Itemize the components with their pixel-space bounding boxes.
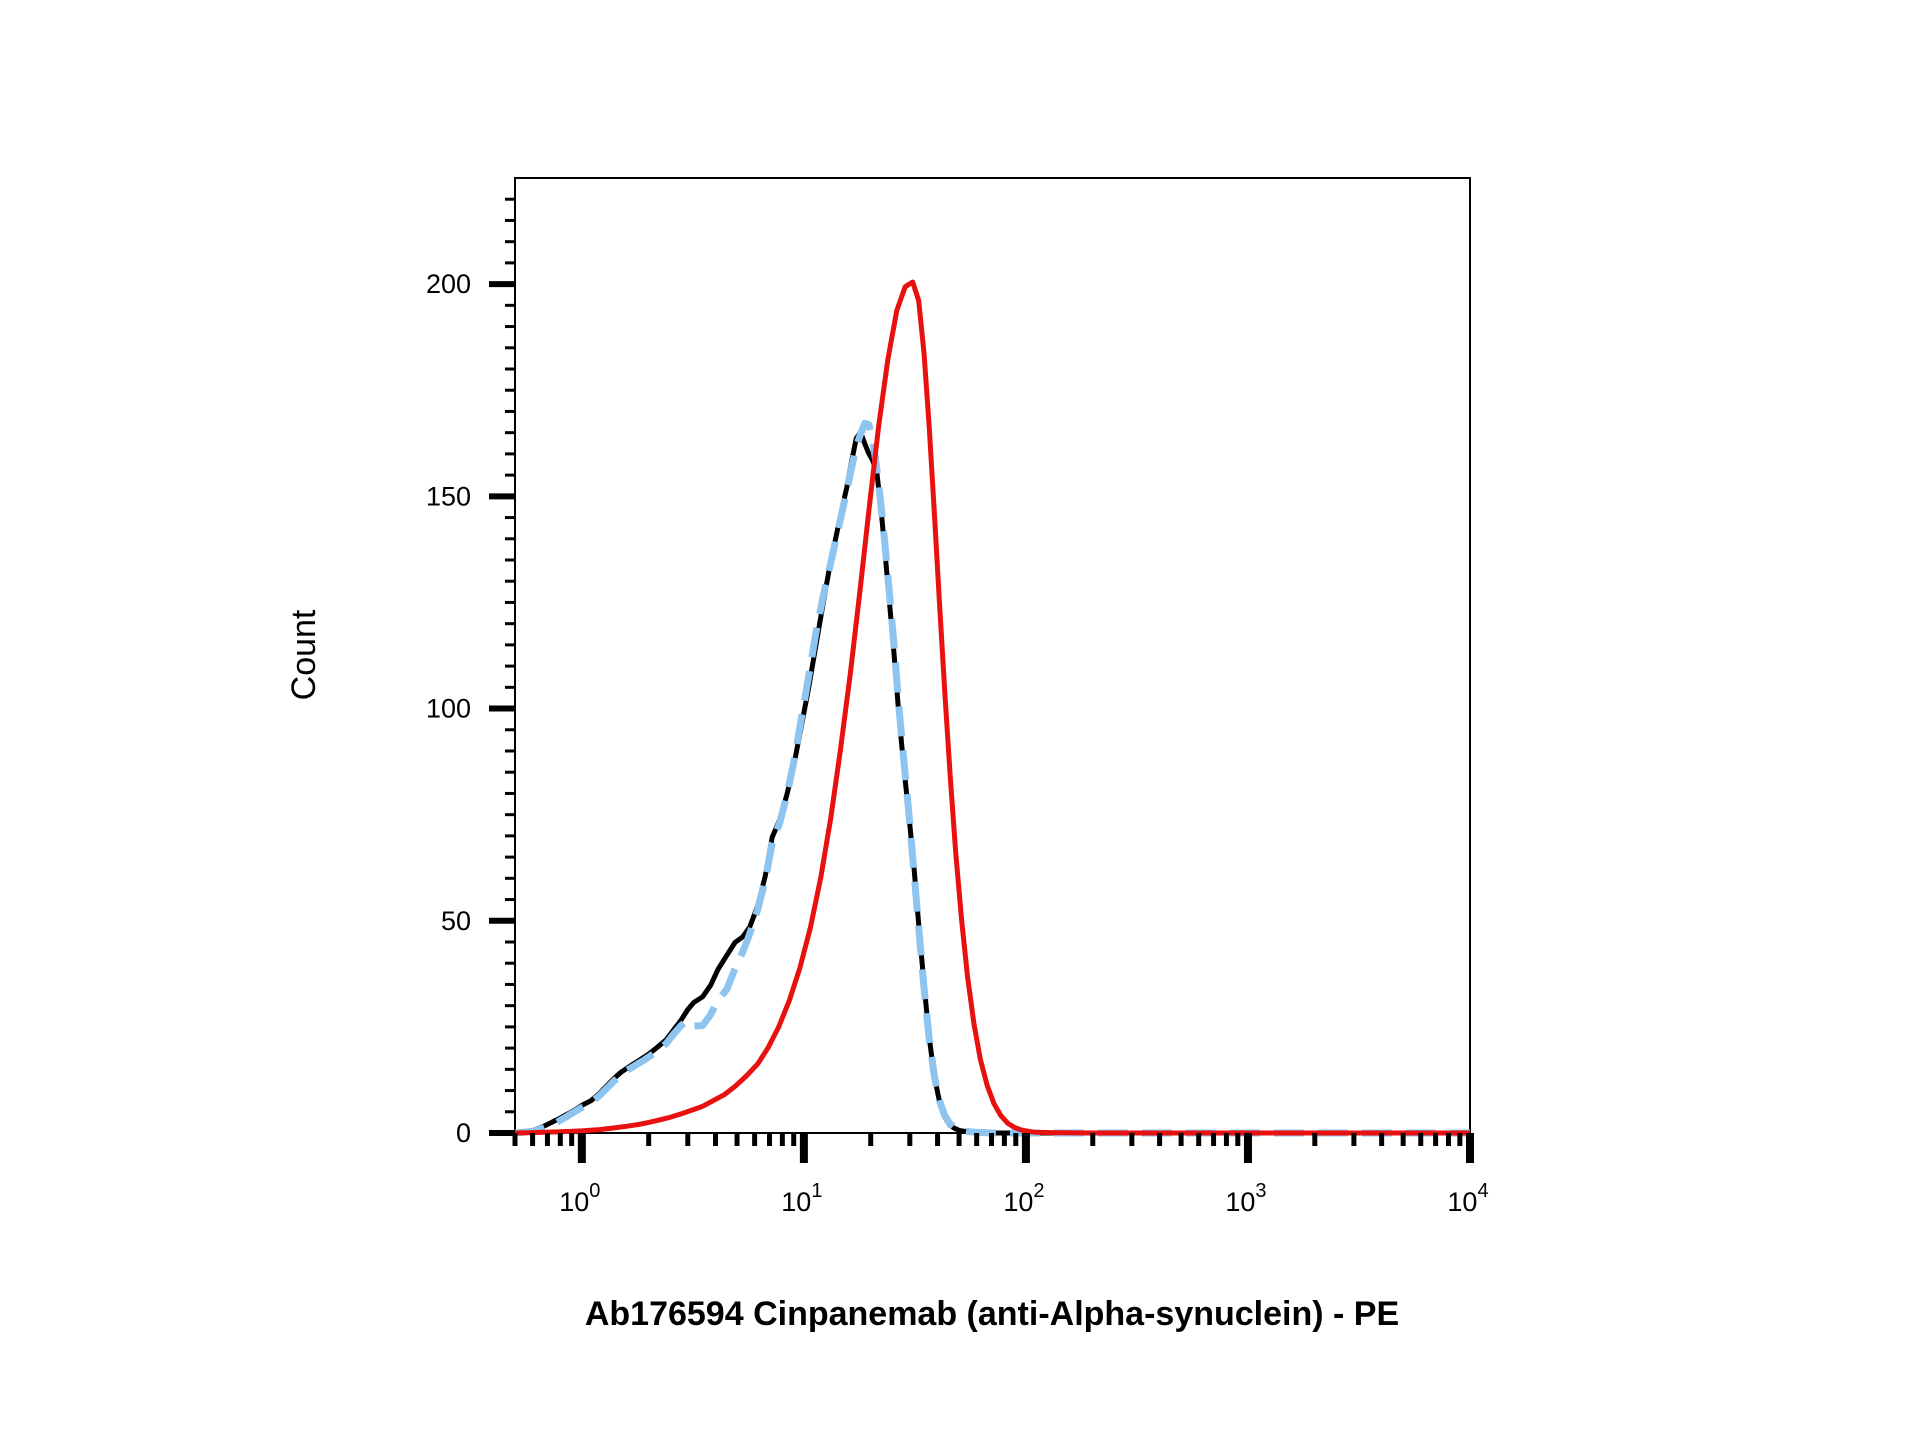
- x-axis-title: Ab176594 Cinpanemab (anti-Alpha-synuclei…: [585, 1295, 1399, 1333]
- x-tick-label: 102: [1003, 1180, 1044, 1217]
- y-tick-label: 150: [426, 481, 471, 511]
- y-tick-label: 0: [456, 1118, 471, 1148]
- y-axis: 0 50 100 150 200: [426, 197, 515, 1148]
- series-line-0: [514, 429, 1470, 1136]
- y-tick-label: 200: [426, 269, 471, 299]
- plot-frame: [514, 177, 1471, 1134]
- x-axis: 100 101 102 103 104: [512, 1133, 1489, 1217]
- x-tick-label: 100: [559, 1180, 600, 1217]
- y-tick-label: 100: [426, 694, 471, 724]
- x-tick-label: 104: [1447, 1180, 1488, 1217]
- series-line-1: [514, 419, 1470, 1137]
- series-layer: [514, 279, 1470, 1137]
- x-tick-label: 101: [781, 1180, 822, 1217]
- y-axis-title: Count: [285, 609, 323, 700]
- series-line-2: [514, 279, 1470, 1136]
- x-tick-label: 103: [1225, 1180, 1266, 1217]
- y-tick-label: 50: [441, 906, 471, 936]
